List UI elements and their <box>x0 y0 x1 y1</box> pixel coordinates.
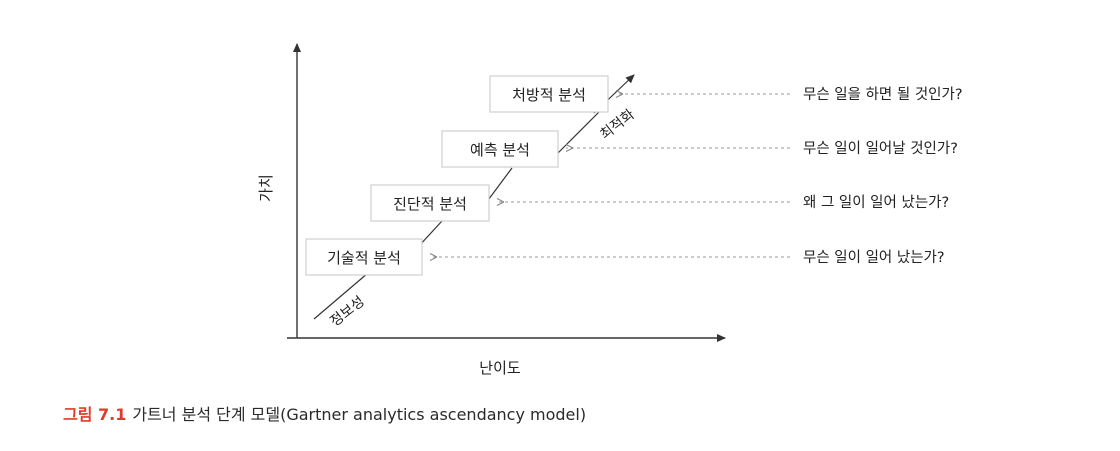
stage-box <box>370 184 490 222</box>
analytics-ascendancy-diagram: 가치 난이도 정보성 최적화 기술적 분석 무슨 일이 일어 났는가? 진단적 … <box>257 43 963 377</box>
stage-label: 예측 분석 <box>470 141 530 159</box>
stage-box <box>489 75 609 113</box>
stage-predictive: 예측 분석 무슨 일이 일어날 것인가? <box>441 130 958 168</box>
stage-box <box>441 130 559 168</box>
y-axis-label: 가치 <box>257 174 275 202</box>
stage-question: 무슨 일을 하면 될 것인가? <box>803 86 963 103</box>
stage-prescriptive: 처방적 분석 무슨 일을 하면 될 것인가? <box>489 75 963 113</box>
diagonal-segment <box>313 272 369 320</box>
stage-box <box>305 238 423 276</box>
stage-descriptive: 기술적 분석 무슨 일이 일어 났는가? <box>305 238 945 276</box>
stage-question: 무슨 일이 일어날 것인가? <box>803 140 958 157</box>
lower-diagonal-label: 정보성 <box>327 294 367 330</box>
figure-caption: 그림 7.1 가트너 분석 단계 모델(Gartner analytics asc… <box>63 401 586 425</box>
stage-question: 왜 그 일이 일어 났는가? <box>803 194 949 211</box>
stage-diagnostic: 진단적 분석 왜 그 일이 일어 났는가? <box>370 184 949 222</box>
stage-question: 무슨 일이 일어 났는가? <box>803 249 945 266</box>
figure-number: 그림 7.1 <box>63 405 127 424</box>
stage-label: 처방적 분석 <box>512 86 586 104</box>
x-axis-label: 난이도 <box>479 359 521 377</box>
stage-label: 진단적 분석 <box>393 195 467 213</box>
figure-caption-text: 가트너 분석 단계 모델(Gartner analytics ascendanc… <box>132 405 587 424</box>
stage-label: 기술적 분석 <box>327 249 401 267</box>
